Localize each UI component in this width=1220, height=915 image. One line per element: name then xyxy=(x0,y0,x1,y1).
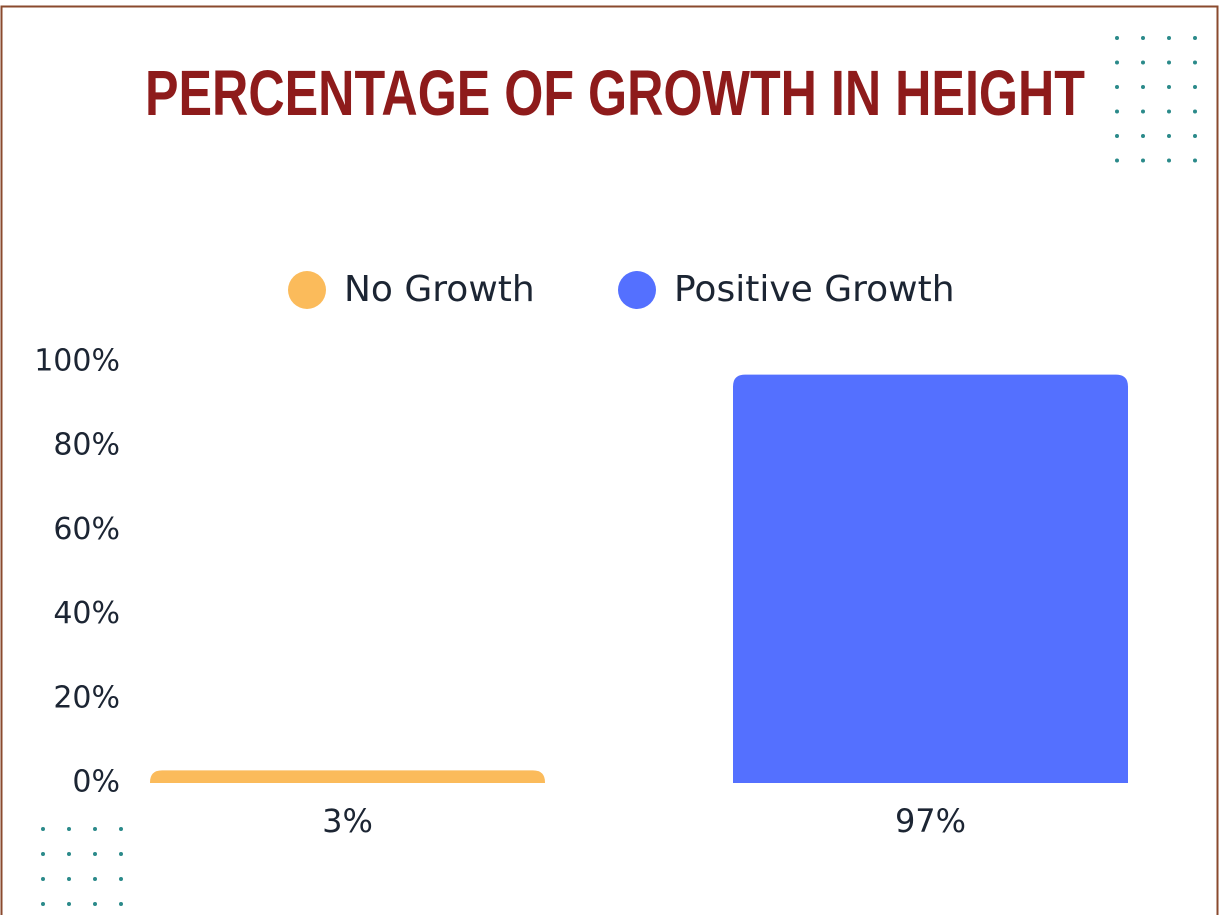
dot xyxy=(1167,85,1171,89)
dot xyxy=(1141,109,1145,114)
bar xyxy=(150,770,545,783)
dot xyxy=(93,902,97,906)
dot xyxy=(1115,60,1119,65)
dot xyxy=(41,852,45,856)
value-label: 3% xyxy=(322,802,373,840)
dot xyxy=(1115,85,1119,89)
dot xyxy=(1167,36,1171,40)
dot xyxy=(119,827,123,831)
dot xyxy=(67,877,71,881)
dot xyxy=(1115,158,1119,163)
dot xyxy=(119,902,123,906)
dot xyxy=(1141,134,1145,138)
dot xyxy=(1115,36,1119,40)
legend-label: No Growth xyxy=(344,269,535,310)
legend-swatch xyxy=(288,271,326,309)
dot xyxy=(1193,36,1197,40)
value-label: 97% xyxy=(895,802,966,840)
legend-label: Positive Growth xyxy=(674,269,955,310)
dot xyxy=(1115,109,1119,114)
dot xyxy=(41,877,45,881)
bar xyxy=(733,374,1128,783)
dot xyxy=(41,902,45,906)
dot xyxy=(93,852,97,856)
dot xyxy=(1167,158,1171,163)
y-tick-label: 60% xyxy=(53,512,120,547)
dot xyxy=(93,827,97,831)
chart-title: PERCENTAGE OF GROWTH IN HEIGHT xyxy=(145,57,1085,129)
dot xyxy=(93,877,97,881)
dot xyxy=(1193,85,1197,89)
frame xyxy=(0,5,1219,915)
dot xyxy=(1141,158,1145,163)
dot xyxy=(1141,85,1145,89)
dot xyxy=(67,852,71,856)
dot xyxy=(119,877,123,881)
dot xyxy=(1193,158,1197,163)
y-tick-label: 40% xyxy=(53,596,120,631)
y-tick-label: 80% xyxy=(53,428,120,463)
dot xyxy=(67,827,71,831)
decoration-dots xyxy=(41,36,1197,906)
dot xyxy=(1167,60,1171,65)
legend-swatch xyxy=(618,271,656,309)
dot xyxy=(1167,134,1171,138)
dot xyxy=(1141,60,1145,65)
dot xyxy=(41,827,45,831)
y-tick-label: 20% xyxy=(53,680,120,715)
dot xyxy=(1141,36,1145,40)
y-tick-label: 0% xyxy=(72,765,120,800)
dot xyxy=(1193,109,1197,114)
dot xyxy=(119,852,123,856)
dot xyxy=(1167,109,1171,114)
dot xyxy=(67,902,71,906)
dot xyxy=(1193,134,1197,138)
dot xyxy=(1193,60,1197,65)
y-tick-label: 100% xyxy=(34,344,120,379)
dot xyxy=(1115,134,1119,138)
